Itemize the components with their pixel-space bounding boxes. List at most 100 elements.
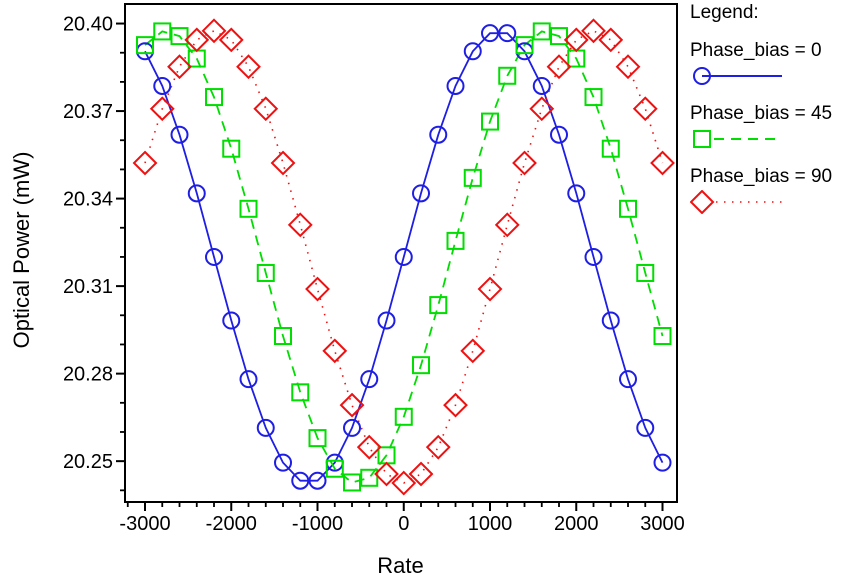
square-marker bbox=[481, 112, 500, 131]
circle-marker bbox=[239, 370, 258, 389]
x-tick-label: 3000 bbox=[640, 513, 685, 535]
circle-marker bbox=[498, 24, 517, 43]
y-tick-label: 20.25 bbox=[63, 451, 113, 473]
circle-marker bbox=[377, 311, 396, 330]
square-marker bbox=[325, 459, 344, 478]
y-axis-title: Optical Power (mW) bbox=[9, 151, 34, 349]
legend: Legend: Phase_bias = 0 Phase_bias = 45 P… bbox=[690, 2, 850, 229]
circle-marker bbox=[653, 453, 672, 472]
circle-marker bbox=[187, 184, 206, 203]
x-tick-label: -2000 bbox=[206, 513, 257, 535]
circle-marker bbox=[136, 42, 155, 61]
y-tick-label: 20.37 bbox=[63, 101, 113, 123]
square-marker bbox=[153, 22, 172, 41]
circle-marker bbox=[205, 247, 224, 266]
square-marker bbox=[446, 231, 465, 250]
diamond-marker bbox=[443, 392, 468, 418]
legend-circle-solid-line-icon bbox=[693, 67, 782, 85]
diamond-marker bbox=[529, 96, 555, 122]
diamond-marker bbox=[650, 150, 675, 176]
diamond-marker bbox=[201, 18, 227, 44]
square-marker bbox=[205, 88, 224, 107]
circle-marker bbox=[170, 125, 189, 144]
y-tick-label: 20.31 bbox=[63, 276, 113, 298]
diamond-marker bbox=[218, 27, 244, 53]
circle-marker bbox=[291, 471, 310, 490]
diamond-marker bbox=[270, 150, 296, 176]
square-marker bbox=[550, 27, 569, 46]
legend-entry-phase-bias-45: Phase_bias = 45 bbox=[690, 103, 850, 151]
diamond-marker bbox=[356, 434, 382, 460]
diamond-marker bbox=[477, 276, 503, 302]
y-tick-label: 20.34 bbox=[63, 189, 113, 211]
series-line-1 bbox=[144, 30, 664, 484]
y-tick-label: 20.40 bbox=[63, 14, 113, 36]
circle-marker bbox=[567, 184, 586, 203]
series-line-2 bbox=[144, 29, 664, 484]
circle-marker bbox=[360, 370, 379, 389]
circle-marker bbox=[446, 76, 465, 95]
x-tick-label: 2000 bbox=[554, 513, 599, 535]
diamond-marker bbox=[598, 27, 624, 53]
diamond-marker bbox=[581, 18, 606, 44]
legend-square-dashed-line-icon bbox=[693, 130, 782, 148]
square-marker bbox=[170, 27, 189, 46]
square-marker bbox=[532, 22, 551, 41]
square-marker bbox=[256, 263, 275, 282]
diamond-marker bbox=[184, 27, 210, 53]
circle-marker bbox=[256, 418, 275, 437]
square-marker bbox=[239, 199, 258, 218]
square-marker bbox=[601, 139, 620, 158]
legend-title: Legend: bbox=[690, 2, 759, 23]
series-line-0 bbox=[144, 32, 664, 482]
circle-marker bbox=[636, 418, 655, 437]
square-marker bbox=[308, 429, 327, 448]
diamond-marker bbox=[632, 96, 658, 122]
square-marker bbox=[498, 66, 517, 85]
diamond-marker bbox=[408, 461, 434, 487]
square-marker bbox=[291, 383, 310, 402]
diamond-marker bbox=[305, 276, 330, 302]
x-tick-label: -1000 bbox=[292, 513, 343, 535]
diamond-marker bbox=[339, 392, 365, 418]
x-tick-label: 1000 bbox=[468, 513, 513, 535]
x-axis-title: Rate bbox=[377, 553, 424, 578]
circle-marker bbox=[463, 42, 482, 61]
square-marker bbox=[274, 327, 293, 345]
diamond-marker bbox=[546, 54, 572, 80]
x-tick-label: -3000 bbox=[119, 513, 170, 535]
square-marker bbox=[584, 88, 603, 107]
diamond-marker bbox=[391, 470, 417, 496]
legend-square-marker bbox=[693, 130, 711, 148]
circle-marker bbox=[550, 125, 569, 144]
circle-marker bbox=[153, 76, 172, 95]
circle-marker bbox=[481, 24, 500, 43]
legend-entry-label: Phase_bias = 45 bbox=[690, 103, 833, 124]
legend-diamond-marker bbox=[690, 190, 715, 214]
square-marker bbox=[515, 36, 534, 55]
square-marker bbox=[429, 296, 448, 315]
legend-circle-marker bbox=[693, 67, 711, 85]
legend-entry-label: Phase_bias = 0 bbox=[690, 40, 822, 61]
diamond-marker bbox=[287, 212, 313, 238]
diamond-marker bbox=[322, 338, 348, 364]
circle-marker bbox=[412, 184, 431, 203]
circle-marker bbox=[394, 247, 413, 266]
diamond-marker bbox=[167, 54, 192, 80]
circle-marker bbox=[429, 125, 448, 144]
legend-entry-phase-bias-0: Phase_bias = 0 bbox=[690, 40, 850, 88]
diamond-marker bbox=[374, 461, 399, 487]
circle-marker bbox=[532, 76, 551, 95]
diamond-marker bbox=[512, 150, 537, 176]
square-marker bbox=[222, 139, 241, 158]
square-marker bbox=[653, 327, 672, 345]
square-marker bbox=[343, 473, 362, 492]
circle-marker bbox=[584, 247, 603, 266]
diamond-marker bbox=[236, 54, 261, 80]
square-marker bbox=[394, 407, 413, 426]
circle-marker bbox=[619, 370, 638, 389]
circle-marker bbox=[222, 311, 241, 330]
circle-marker bbox=[274, 453, 293, 472]
circle-marker bbox=[343, 418, 362, 437]
